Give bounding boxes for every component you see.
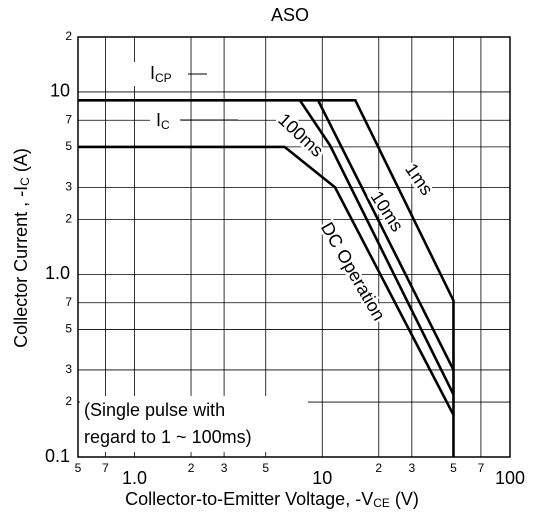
y-tick-label: 3 [65,180,72,194]
label-bg [130,62,190,86]
y-axis-label: Collector Current , -IC (A) [11,148,32,348]
ic-label: IC [156,110,170,132]
sub: CP [155,71,172,85]
curve [298,99,455,396]
text: (V) [390,489,419,509]
y-tick-label: 1.0 [45,263,70,283]
curve [78,98,455,457]
y-tick-label: 2 [65,212,72,226]
y-tick-label: 7 [65,112,72,126]
text: I [150,63,155,83]
text: I [156,110,161,130]
x-tick-label: 5 [75,461,82,475]
x-tick-label: 7 [478,461,485,475]
series-label: 1ms [401,160,437,199]
note: regard to 1 ~ 100ms) [84,427,252,447]
x-tick-label: 2 [375,461,382,475]
text: Collector-to-Emitter Voltage, -V [125,489,373,509]
x-tick-label: 3 [221,461,228,475]
sub: CE [373,496,390,510]
x-tick-label: 2 [188,461,195,475]
y-tick-label: 0.1 [45,446,70,466]
x-tick-label: 3 [408,461,415,475]
x-tick-label: 1.0 [122,468,147,488]
label-bg [150,110,182,134]
x-axis-label: Collector-to-Emitter Voltage, -VCE (V) [125,489,419,510]
text: Collector Current , -I [11,186,31,348]
x-tick-label: 5 [262,461,269,475]
y-tick-label: 3 [65,362,72,376]
x-tick-label: 10 [312,468,332,488]
curve [78,145,455,416]
y-tick-label: 7 [65,295,72,309]
y-tick-label: 10 [50,81,70,101]
text: (A) [11,148,31,177]
x-tick-label: 7 [102,461,109,475]
x-tick-label: 5 [450,461,457,475]
curve [316,99,455,371]
note-box [80,396,308,452]
y-tick-label: 2 [65,29,72,43]
x-tick-label: 100 [495,468,525,488]
sub: C [18,177,32,186]
note: (Single pulse with [84,400,225,420]
series-label: 100ms [274,109,327,160]
chart-title: ASO [271,5,309,25]
icp-label: ICP [150,63,172,85]
sub: C [161,118,170,132]
y-tick-label: 2 [65,394,72,408]
plot-frame [77,36,511,458]
y-tick-label: 5 [65,322,72,336]
y-tick-label: 5 [65,139,72,153]
